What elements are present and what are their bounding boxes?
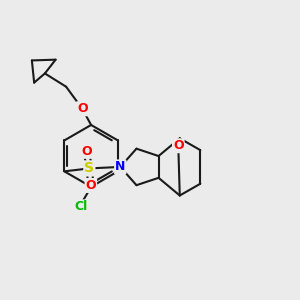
Text: O: O [173,139,184,152]
Text: O: O [81,145,92,158]
Text: N: N [115,160,125,173]
Text: S: S [84,161,94,176]
Text: O: O [77,102,88,115]
Text: Cl: Cl [74,200,87,213]
Text: O: O [85,179,96,192]
